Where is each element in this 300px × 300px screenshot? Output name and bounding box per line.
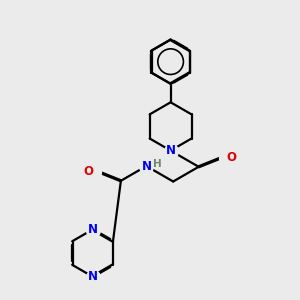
Text: N: N bbox=[166, 144, 176, 157]
Text: H: H bbox=[153, 159, 162, 169]
Text: N: N bbox=[141, 160, 152, 172]
Text: O: O bbox=[83, 165, 94, 178]
Text: N: N bbox=[88, 223, 98, 236]
Text: N: N bbox=[88, 270, 98, 283]
Text: O: O bbox=[226, 152, 236, 164]
